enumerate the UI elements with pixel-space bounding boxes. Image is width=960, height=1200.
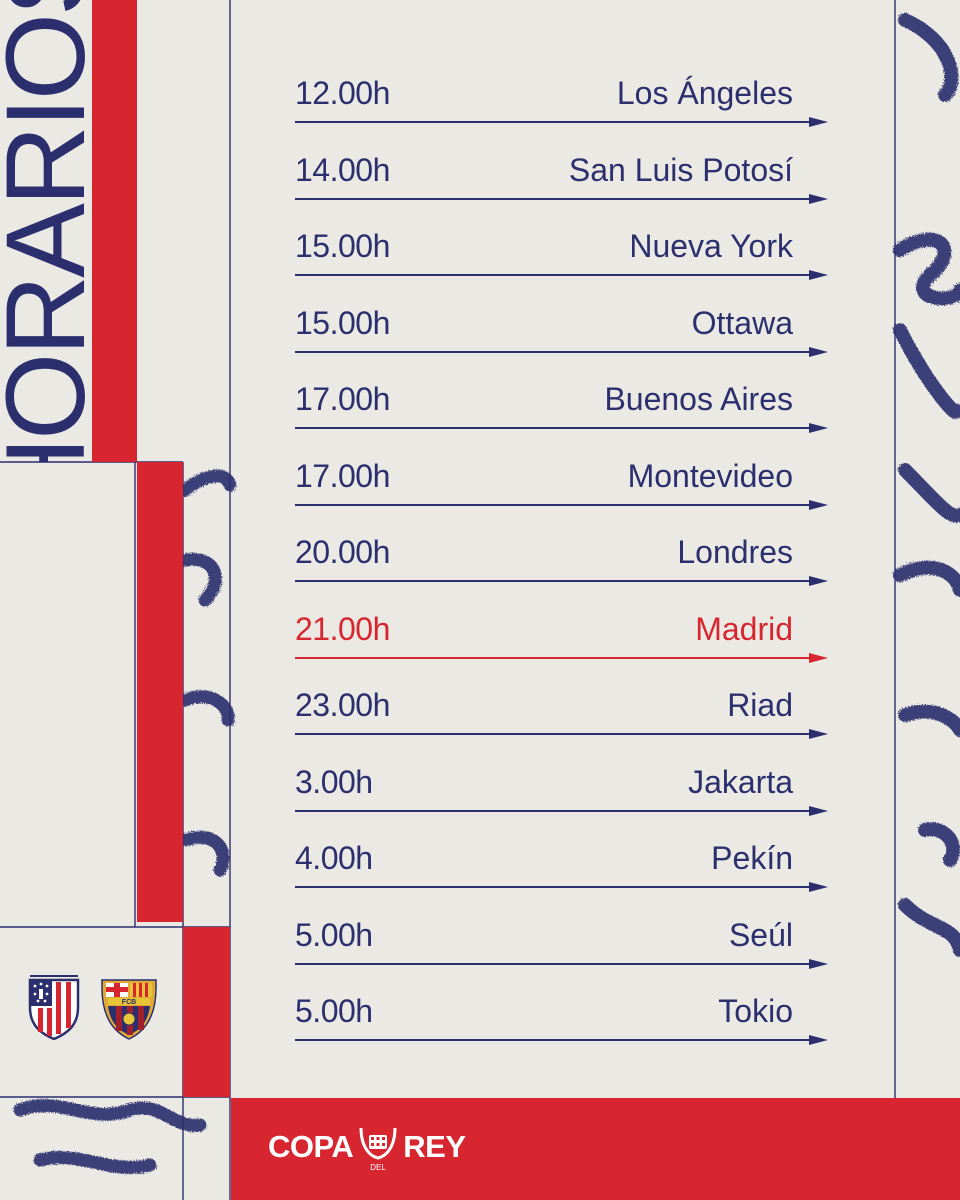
schedule-city: Jakarta — [688, 763, 793, 800]
schedule-row: 20.00h Londres — [295, 527, 830, 587]
schedule-time: 15.00h — [295, 304, 390, 341]
schedule-city: Pekín — [711, 840, 793, 876]
arrow-right-icon — [295, 117, 828, 127]
arrow-right-icon — [295, 1035, 828, 1045]
schedule-row: 14.00h San Luis Potosí — [295, 145, 830, 205]
schedule-time: 17.00h — [295, 381, 390, 417]
schedule-city: Riad — [727, 687, 793, 723]
schedule-time: 23.00h — [295, 687, 390, 723]
schedule-city: Montevideo — [627, 457, 793, 494]
schedule-time: 21.00h — [295, 610, 390, 647]
schedule-row: 4.00h Pekín — [295, 833, 830, 893]
arrow-right-icon — [295, 729, 828, 739]
schedule-row: 15.00h Nueva York — [295, 221, 830, 281]
schedule-time: 15.00h — [295, 228, 390, 264]
schedule-time: 12.00h — [295, 75, 390, 111]
atletico-madrid-crest-icon — [26, 972, 82, 1041]
schedule-row: 3.00h Jakarta — [295, 757, 830, 817]
schedule-row: 5.00h Seúl — [295, 910, 830, 970]
arrow-right-icon — [295, 882, 828, 892]
arrow-right-icon — [295, 499, 828, 510]
fc-barcelona-crest-icon: FCB — [98, 974, 160, 1040]
schedule-row: 5.00h Tokio — [295, 986, 830, 1046]
arrow-right-icon — [295, 805, 828, 816]
schedule-row: 17.00h Buenos Aires — [295, 374, 830, 434]
schedule-row: 12.00h Los Ángeles — [295, 68, 830, 128]
schedule-time: 5.00h — [295, 993, 373, 1029]
schedule-row: 15.00h Ottawa — [295, 298, 830, 358]
copa-del-rey-logo: COPA DEL REY — [268, 1120, 466, 1174]
arrow-right-icon — [295, 193, 828, 204]
footer-brand-right: REY — [403, 1129, 466, 1164]
arrow-right-icon — [295, 270, 828, 280]
arrow-right-icon — [295, 652, 828, 663]
schedule-city: Buenos Aires — [604, 381, 793, 417]
arrow-right-icon — [295, 346, 828, 357]
schedule-city: Londres — [677, 534, 793, 570]
schedule-row: 23.00h Riad — [295, 680, 830, 740]
arrow-right-icon — [295, 576, 828, 586]
schedule-time: 5.00h — [295, 916, 373, 953]
schedule-row: 21.00h Madrid — [295, 604, 830, 664]
footer-brand-small: DEL — [370, 1163, 386, 1172]
arrow-right-icon — [295, 423, 828, 433]
schedule-city: Los Ángeles — [616, 75, 793, 111]
page-title: HORARIOS — [0, 0, 92, 462]
schedule-time: 17.00h — [295, 457, 390, 494]
fcb-crest-text: FCB — [122, 999, 136, 1006]
title-panel: HORARIOS — [0, 0, 92, 462]
schedule-time: 14.00h — [295, 151, 390, 188]
schedule-city: Madrid — [695, 610, 793, 647]
red-blocks — [92, 0, 960, 1200]
scribble-left — [13, 469, 237, 1174]
schedule-time: 3.00h — [295, 763, 373, 800]
schedule-city: Seúl — [728, 916, 793, 953]
schedule-city: Nueva York — [629, 228, 793, 264]
schedule-row: 17.00h Montevideo — [295, 451, 830, 511]
schedule-time: 4.00h — [295, 840, 373, 876]
footer-brand-left: COPA — [268, 1129, 354, 1164]
schedule-city: Ottawa — [691, 304, 793, 341]
copa-del-rey-crown-icon: DEL — [359, 1127, 397, 1172]
arrow-right-icon — [295, 958, 828, 969]
schedule-city: San Luis Potosí — [568, 151, 793, 188]
scribble-right — [893, 13, 960, 957]
schedule-city: Tokio — [718, 993, 793, 1029]
schedule-time: 20.00h — [295, 534, 390, 570]
